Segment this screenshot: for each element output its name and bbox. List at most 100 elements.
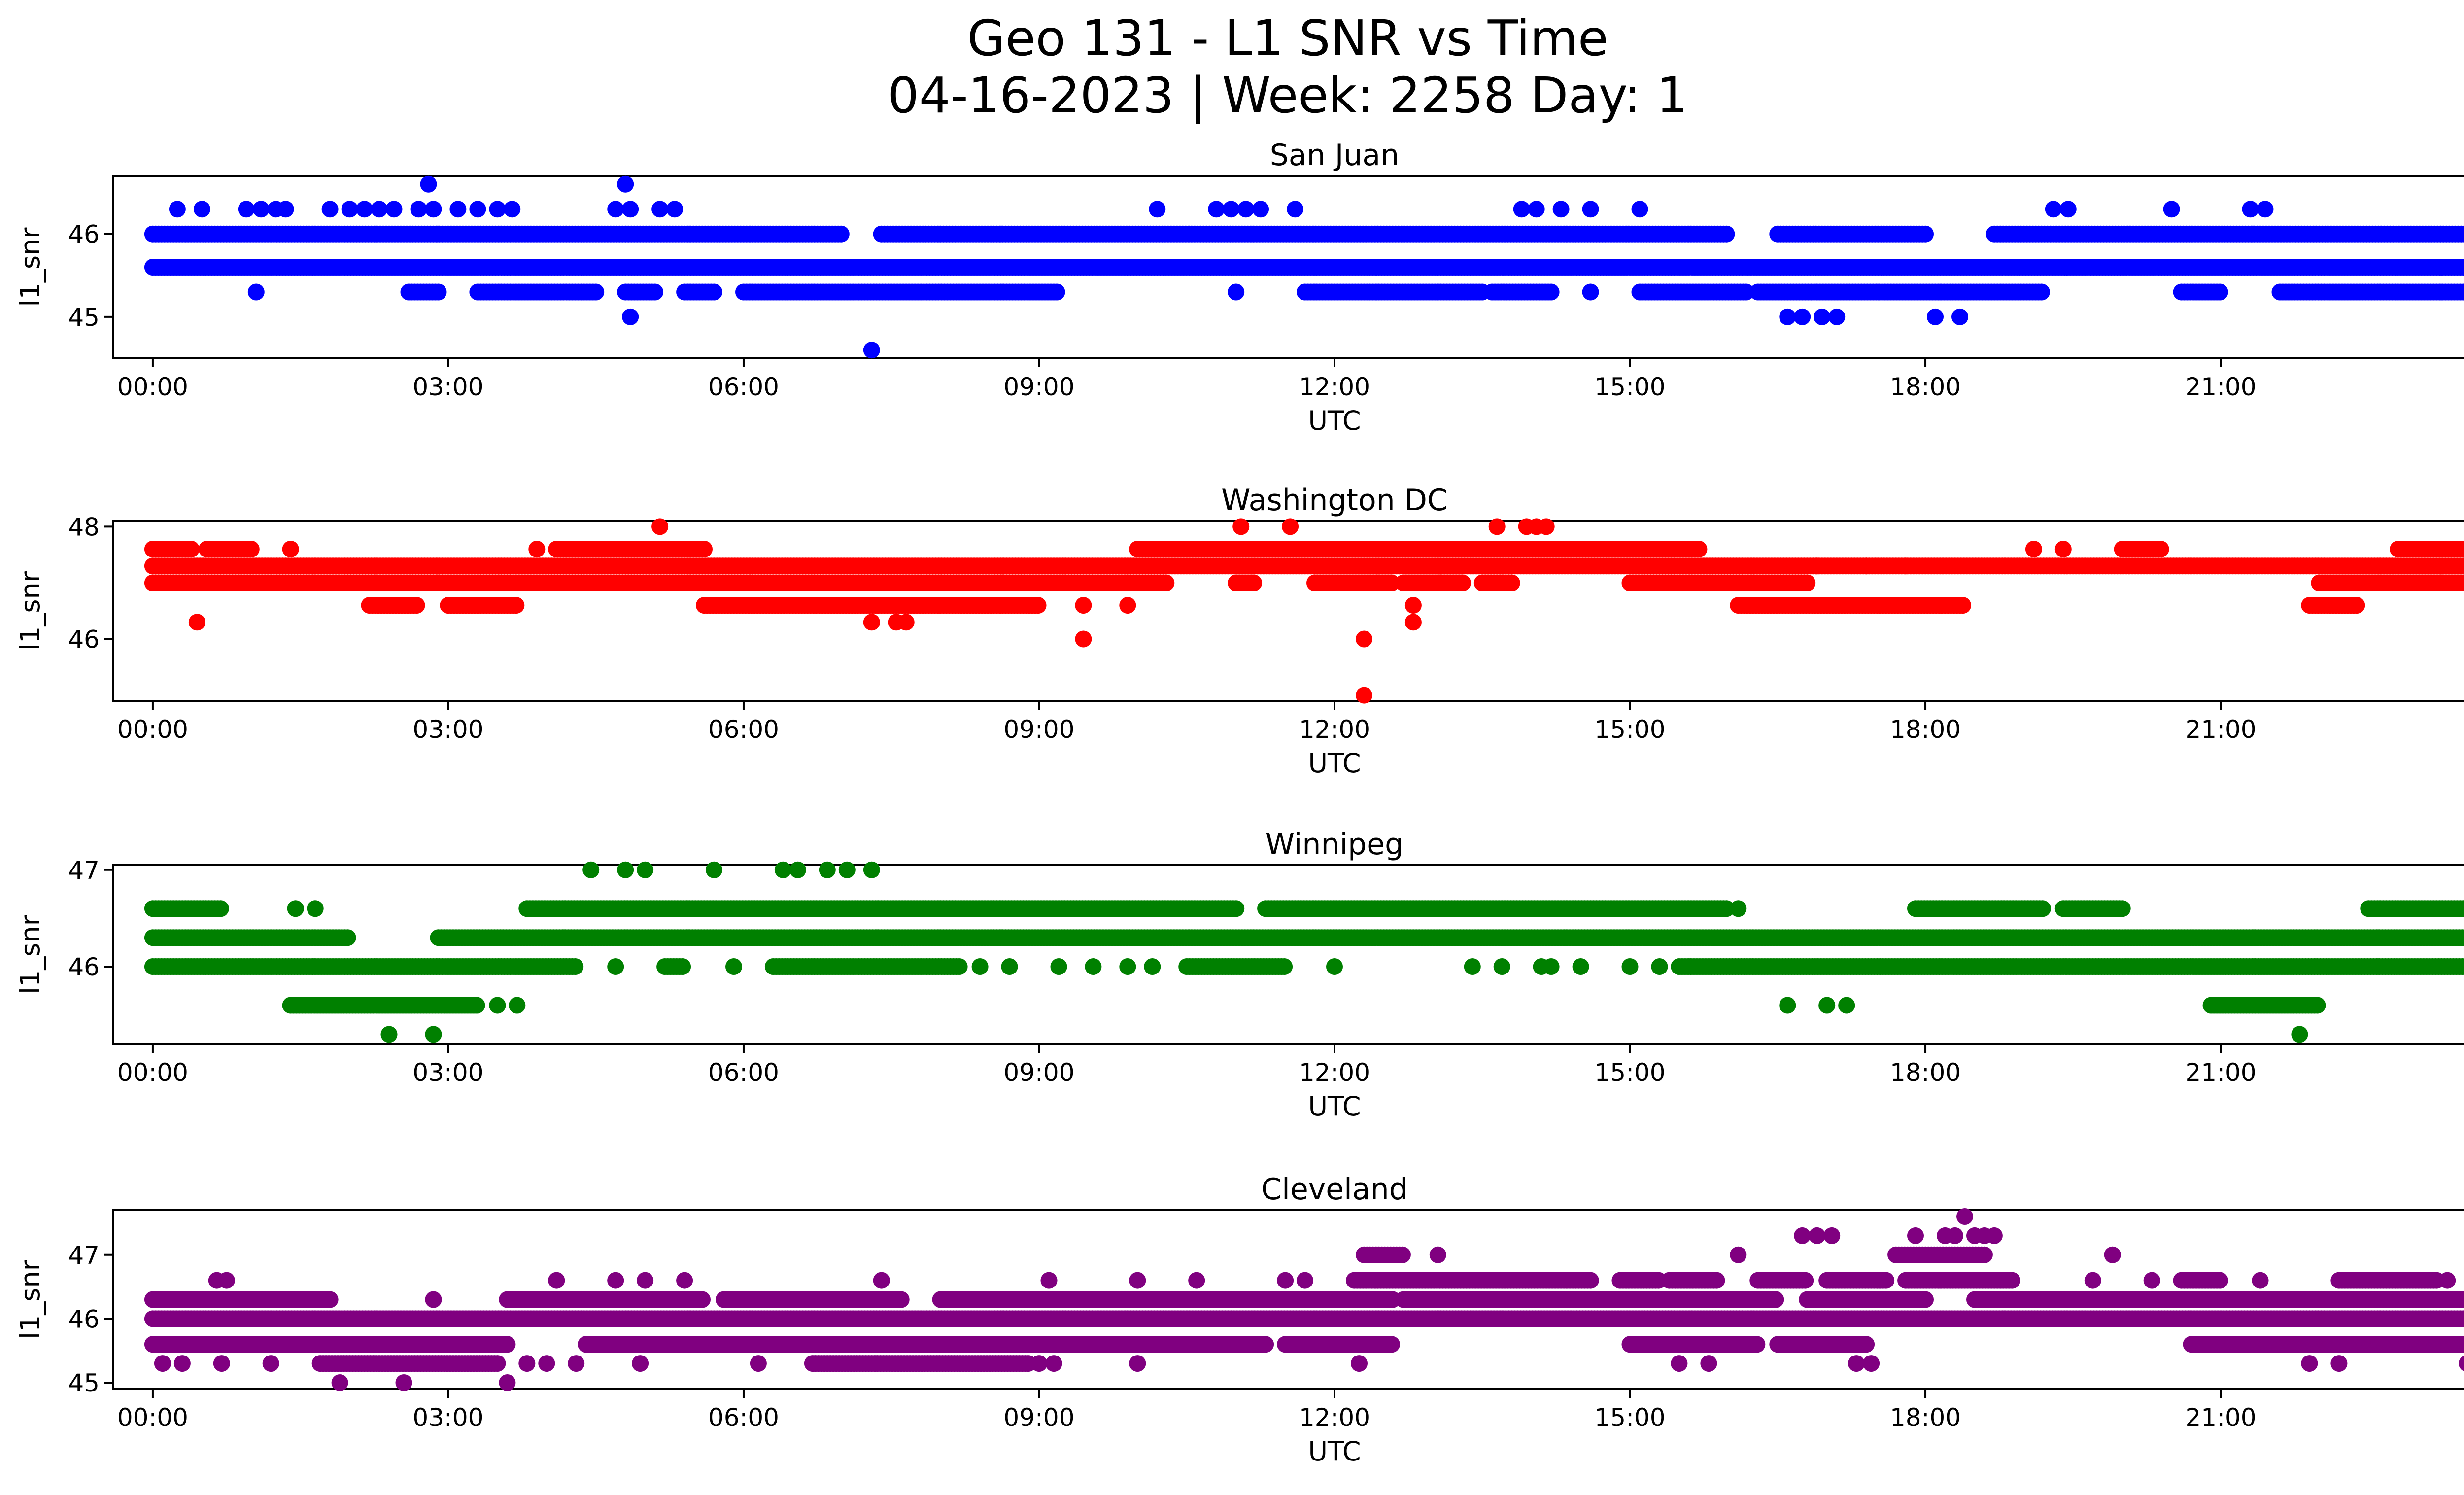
data-point [2461,260,2464,274]
data-point [430,283,447,301]
data-point [341,201,358,218]
data-point [2163,201,2180,218]
data-point [647,283,664,301]
data-point [1223,201,1240,218]
x-tick-label: 00:00 [117,373,188,401]
data-point [2348,597,2365,614]
x-tick-label: 06:00 [708,715,779,744]
data-point [247,283,265,301]
data-point [1287,201,1304,218]
subplot-title: San Juan [1270,138,1399,173]
figure-title-line2: 04-16-2023 | Week: 2258 Day: 1 [888,67,1687,124]
x-tick-label: 15:00 [1594,373,1665,401]
data-point [371,201,388,218]
data-point [1538,518,1555,535]
data-point [696,541,713,557]
data-point [356,201,373,218]
data-point [1237,201,1255,218]
data-point [587,283,605,301]
data-point [1228,283,1245,301]
data-point [1029,597,1047,614]
subplot-title: Winnipeg [1266,827,1404,862]
subplot-title: Washington DC [1221,483,1448,518]
data-point [1119,597,1136,614]
data-point [863,342,880,359]
data-point [188,614,205,631]
y-axis-label: l1_snr [15,571,46,651]
data-point [489,201,506,218]
data-point [1799,574,1816,591]
data-point [1404,614,1422,631]
x-tick-label: 09:00 [1003,715,1074,744]
data-point [1356,687,1372,704]
data-point [1075,597,1092,614]
y-tick-label: 48 [68,513,100,541]
data-point [2152,541,2169,557]
data-point [651,518,669,535]
data-point [1897,557,1915,575]
data-point [2059,201,2077,218]
data-point [410,201,427,218]
data-point [2211,283,2228,301]
data-point [666,201,684,218]
data-point [1528,201,1545,218]
data-point [242,541,260,557]
data-point [1917,225,1934,243]
data-point [1794,308,1811,325]
data-point [1542,283,1560,301]
data-point [2025,541,2042,557]
data-point [408,597,425,614]
data-point [832,225,850,243]
x-tick-label: 15:00 [1594,715,1665,744]
data-point [2054,541,2072,557]
data-point [2242,201,2259,218]
data-point [1954,597,1971,614]
x-tick-label: 12:00 [1299,373,1370,401]
data-point [238,201,255,218]
x-tick-label: 21:00 [2186,715,2257,744]
data-point [1252,201,1269,218]
x-tick-label: 03:00 [412,715,483,744]
data-point [1488,518,1506,535]
x-tick-label: 03:00 [412,373,483,401]
y-tick-label: 46 [68,220,100,249]
data-point [182,541,200,557]
data-point [1927,308,1944,325]
data-point [282,541,299,557]
data-point [1513,201,1530,218]
data-point [277,201,294,218]
x-tick-label: 09:00 [1003,373,1074,401]
data-point [897,614,915,631]
data-point [1814,308,1831,325]
data-point [252,201,270,218]
data-point [2045,201,2062,218]
data-point [706,283,722,301]
data-point [1631,201,1648,218]
data-point [1951,308,1968,325]
data-point [469,201,486,218]
data-point [1232,518,1250,535]
data-point [1552,201,1570,218]
data-point [1149,201,1166,218]
scatter-series [144,518,2464,704]
data-point [1738,283,1755,301]
data-point [1582,201,1599,218]
data-point [1048,283,1065,301]
data-point [2462,228,2464,240]
data-point [1809,557,1826,575]
data-point [863,614,880,631]
data-point [1208,201,1225,218]
data-point [339,929,356,946]
data-point [1503,574,1520,591]
data-point [617,175,634,193]
data-point [449,201,467,218]
data-point [169,201,186,218]
data-point [1828,308,1846,325]
data-point [1718,225,1735,243]
data-point [622,201,639,218]
data-point [193,201,210,218]
data-point [2257,201,2274,218]
data-point [528,541,546,557]
